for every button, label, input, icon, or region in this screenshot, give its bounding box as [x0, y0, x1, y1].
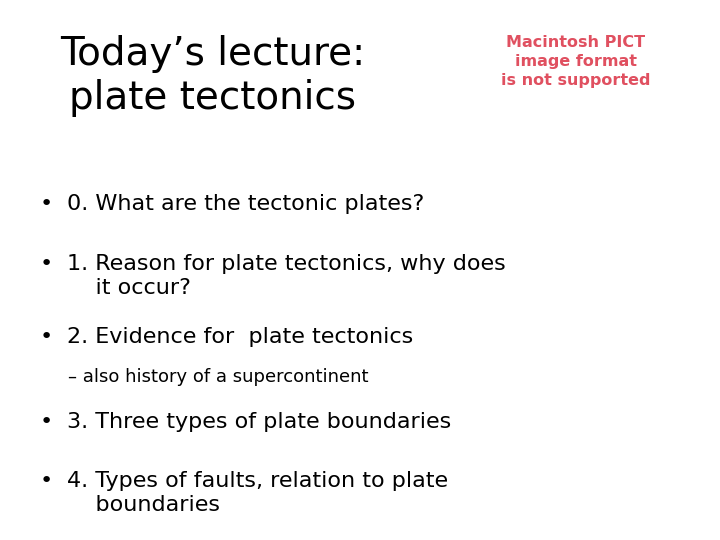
Text: •: • [40, 254, 53, 274]
Text: – also history of a supercontinent: – also history of a supercontinent [68, 368, 369, 386]
Text: •: • [40, 412, 53, 432]
Text: •: • [40, 194, 53, 214]
Text: 2. Evidence for  plate tectonics: 2. Evidence for plate tectonics [67, 327, 413, 347]
Text: •: • [40, 471, 53, 491]
Text: Macintosh PICT
image format
is not supported: Macintosh PICT image format is not suppo… [501, 35, 651, 89]
Text: 1. Reason for plate tectonics, why does
    it occur?: 1. Reason for plate tectonics, why does … [67, 254, 505, 298]
Text: 3. Three types of plate boundaries: 3. Three types of plate boundaries [67, 412, 451, 432]
Text: •: • [40, 327, 53, 347]
Text: Today’s lecture:
plate tectonics: Today’s lecture: plate tectonics [60, 35, 365, 117]
Text: 0. What are the tectonic plates?: 0. What are the tectonic plates? [67, 194, 424, 214]
Text: 4. Types of faults, relation to plate
    boundaries: 4. Types of faults, relation to plate bo… [67, 471, 448, 515]
